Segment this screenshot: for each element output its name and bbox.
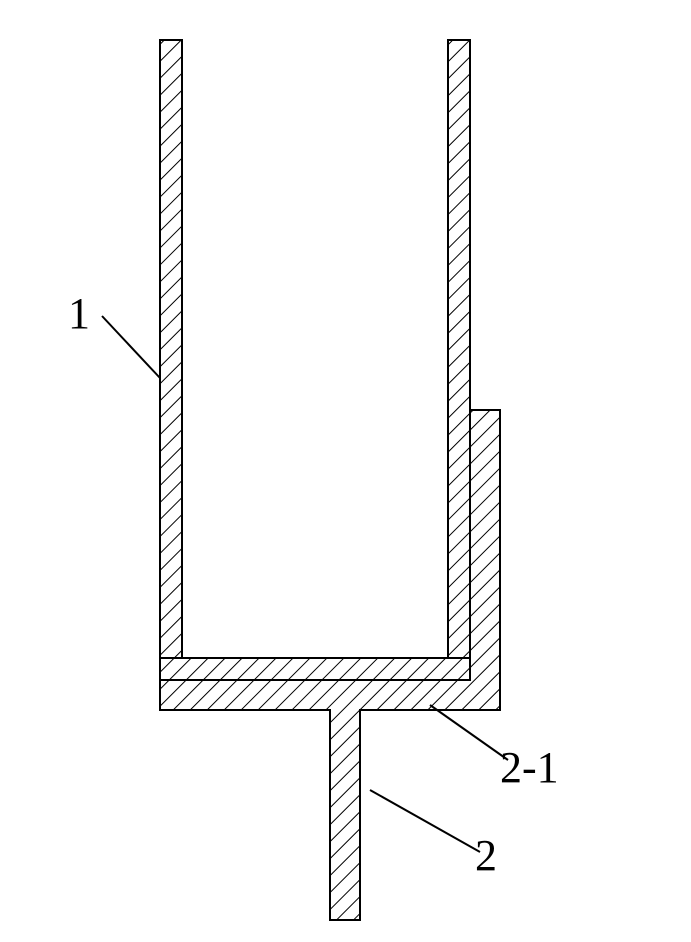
leader-1 <box>102 316 160 378</box>
label-1: 1 <box>68 288 90 339</box>
part1-bottom-wall <box>160 658 470 680</box>
leader-2 <box>370 790 480 852</box>
label-2: 2 <box>475 830 497 881</box>
label-2-1: 2-1 <box>500 742 559 793</box>
part1-right-wall <box>448 40 470 658</box>
leader-2-1 <box>430 705 508 760</box>
part1-left-wall <box>160 40 182 658</box>
